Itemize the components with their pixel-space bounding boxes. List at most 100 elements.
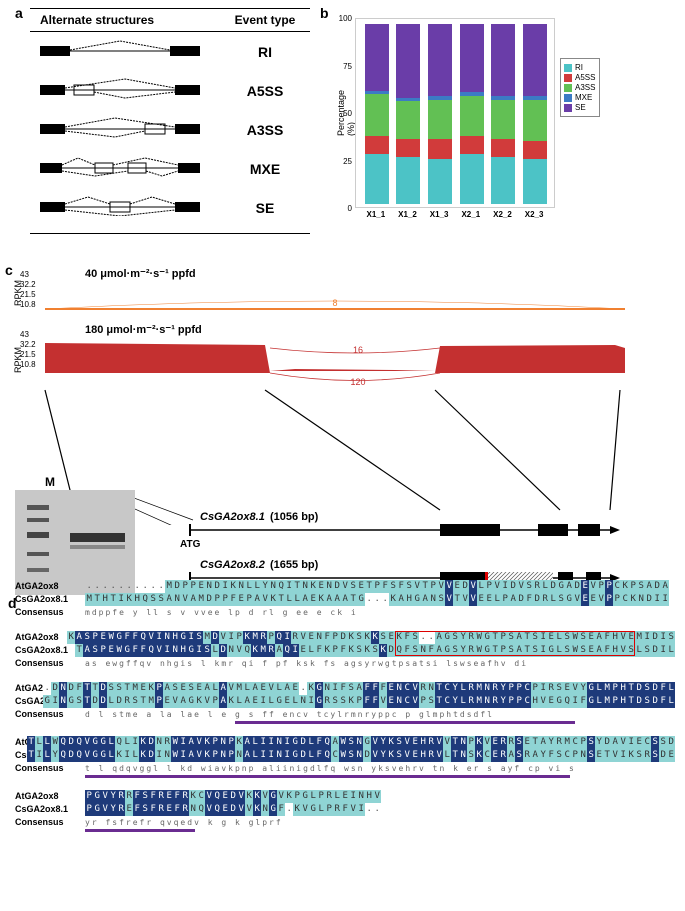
bar	[460, 24, 484, 204]
align-block: AtGA2ox8TLLWQDQVGGLQLIKDNRWIAVKPNPKALIIN…	[15, 736, 675, 778]
sequence: as ewgffqv nhgis l kmr qi f pf ksk fs ag…	[85, 657, 675, 670]
bar-segment	[365, 154, 389, 204]
table-row: A3SS	[30, 110, 310, 149]
sequence: PGVYREFSFREFRNQVQEDVVKNGF.KVGLPRFVI..	[85, 803, 675, 816]
bar-segment	[523, 141, 547, 159]
align-row: AtGA2ox8..........MDPPENDIKNLLYNQITNKEND…	[15, 580, 675, 593]
bar-segment	[491, 24, 515, 96]
gel-marker-label: M	[45, 475, 55, 489]
seq-name: CsGA2ox8.1	[15, 749, 27, 762]
x-tick: X2_1	[461, 210, 480, 219]
x-ticks: X1_1X1_2X1_3X2_1X2_2X2_3	[360, 210, 550, 219]
bar-segment	[428, 24, 452, 96]
align-row: CsGA2ox8.1TILYQDQVGGLKILKDINWIAVKPNPNALI…	[15, 749, 675, 762]
sequence: MTHTIKHQSSANVAMDPPFEPAVKTLLAEKAAATG...KA…	[85, 593, 675, 606]
align-row: Consensus yr fsfrefr qvqedv k g k glprf	[15, 816, 675, 829]
sequence: PGVYRRFSFREFRKCVQEDVKKVGVKPGLPRLEINHV	[85, 790, 675, 803]
panel-d: AtGA2ox8..........MDPPENDIKNLLYNQITNKEND…	[15, 580, 675, 844]
rpkm-ticks: 4332.221.510.8	[20, 330, 36, 370]
event-type: A5SS	[230, 83, 300, 99]
domain-underline	[85, 829, 195, 832]
y-tick: 75	[343, 62, 352, 71]
legend-item: A5SS	[564, 73, 596, 82]
bar-segment	[523, 159, 547, 204]
y-tick: 50	[343, 109, 352, 118]
bar-segment	[365, 136, 389, 154]
align-row: CsGA2ox8.1MTHTIKHQSSANVAMDPPFEPAVKTLLAEK…	[15, 593, 675, 606]
bar-segment	[491, 139, 515, 157]
svg-text:CsGA2ox8.1: CsGA2ox8.1	[200, 511, 265, 523]
bar-segment	[523, 100, 547, 141]
x-tick: X1_2	[398, 210, 417, 219]
bar	[523, 24, 547, 204]
align-block: AtGA2ox8PGVYRRFSFREFRKCVQEDVKKVGVKPGLPRL…	[15, 790, 675, 832]
bar-segment	[396, 101, 420, 139]
bar-segment	[491, 157, 515, 204]
seq-name: Consensus	[15, 816, 85, 829]
y-tick: 100	[339, 14, 352, 23]
svg-text:ATG: ATG	[180, 539, 201, 550]
panel-c: RPKM 4332.221.510.8 40 μmol·m⁻²·s⁻¹ ppfd…	[5, 265, 675, 595]
legend: RIA5SSA3SSMXESE	[560, 58, 600, 117]
table-row: SE	[30, 188, 310, 227]
align-row: Consensust l qdqvggl l kd wiavkpnp aliin…	[15, 762, 675, 775]
header-structures: Alternate structures	[30, 13, 230, 27]
seq-name: CsGA2ox8.1	[15, 803, 85, 816]
sequence: TLLWQDQVGGLQLIKDNRWIAVKPNPKALIINIGDLFQAW…	[27, 736, 675, 749]
svg-text:8: 8	[332, 298, 337, 308]
y-tick: 0	[348, 204, 352, 213]
align-row: Consensus mdppfe y ll s v vvee lp d rl g…	[15, 606, 675, 619]
bar-segment	[365, 24, 389, 91]
table-row: A5SS	[30, 71, 310, 110]
seq-name: Consensus	[15, 657, 85, 670]
domain-underline	[235, 721, 575, 724]
diagram	[30, 155, 230, 182]
bar-segment	[428, 159, 452, 204]
event-type: RI	[230, 44, 300, 60]
diagram	[30, 77, 230, 104]
legend-item: SE	[564, 103, 596, 112]
red-box	[395, 631, 635, 656]
panel-b: Percentage (%) X1_1X1_2X1_3X2_1X2_2X2_3 …	[325, 8, 600, 248]
seq-name: AtGA2ox8	[15, 736, 27, 749]
seq-name: Consensus	[15, 762, 85, 775]
sequence: TILYQDQVGGLKILKDINWIAVKPNPNALIINIGDLFQCW…	[27, 749, 675, 762]
seq-name: AtGA2ox8	[15, 682, 43, 695]
bars	[361, 24, 551, 204]
seq-name: AtGA2ox8	[15, 790, 85, 803]
seq-name: AtGA2ox8	[15, 580, 85, 593]
sequence: yr fsfrefr qvqedv k g k glprf	[85, 816, 675, 829]
legend-item: RI	[564, 63, 596, 72]
sequence: mdppfe y ll s v vvee lp d rl g ee e ck i	[85, 606, 675, 619]
x-tick: X2_3	[525, 210, 544, 219]
sequence: .DNDFTTDSSTMEKPASESEALAVMLAEVLAE.KGNIFSA…	[43, 682, 675, 695]
legend-item: A3SS	[564, 83, 596, 92]
event-type: A3SS	[230, 122, 300, 138]
panel-a: Alternate structures Event type RI A5SS A3…	[30, 8, 310, 234]
align-block: AtGA2ox8KASPEWGFFQVINHGISMDVIPKMRPQIRVEN…	[15, 631, 675, 670]
align-row: AtGA2ox8TLLWQDQVGGLQLIKDNRWIAVKPNPKALIIN…	[15, 736, 675, 749]
legend-item: MXE	[564, 93, 596, 102]
seq-name: CsGA2ox8.1	[15, 644, 75, 657]
align-row: CsGA2ox8.1GINGSTDDLDRSTMPEVAGKVPAKLAEILG…	[15, 695, 675, 708]
bar	[365, 24, 389, 204]
bar-segment	[523, 24, 547, 96]
seq-name: Consensus	[15, 708, 85, 721]
bar-segment	[460, 136, 484, 154]
coverage1: 8	[45, 273, 625, 313]
svg-text:(1655 bp): (1655 bp)	[270, 559, 319, 571]
x-tick: X1_1	[366, 210, 385, 219]
sequence: t l qdqvggl l kd wiavkpnp aliinigdlfq ws…	[85, 762, 675, 775]
align-row: Consensus d l stme a la lae l e g s ff e…	[15, 708, 675, 721]
sequence: d l stme a la lae l e g s ff encv tcylrm…	[85, 708, 675, 721]
header-event: Event type	[230, 13, 300, 27]
table-header: Alternate structures Event type	[30, 8, 310, 32]
bar-segment	[491, 100, 515, 140]
bar	[491, 24, 515, 204]
seq-name: Consensus	[15, 606, 85, 619]
bar-segment	[460, 24, 484, 92]
track1: RPKM 4332.221.510.8 40 μmol·m⁻²·s⁻¹ ppfd…	[5, 265, 675, 320]
seq-name: AtGA2ox8	[15, 631, 67, 644]
bar	[428, 24, 452, 204]
align-row: CsGA2ox8.1PGVYREFSFREFRNQVQEDVVKNGF.KVGL…	[15, 803, 675, 816]
